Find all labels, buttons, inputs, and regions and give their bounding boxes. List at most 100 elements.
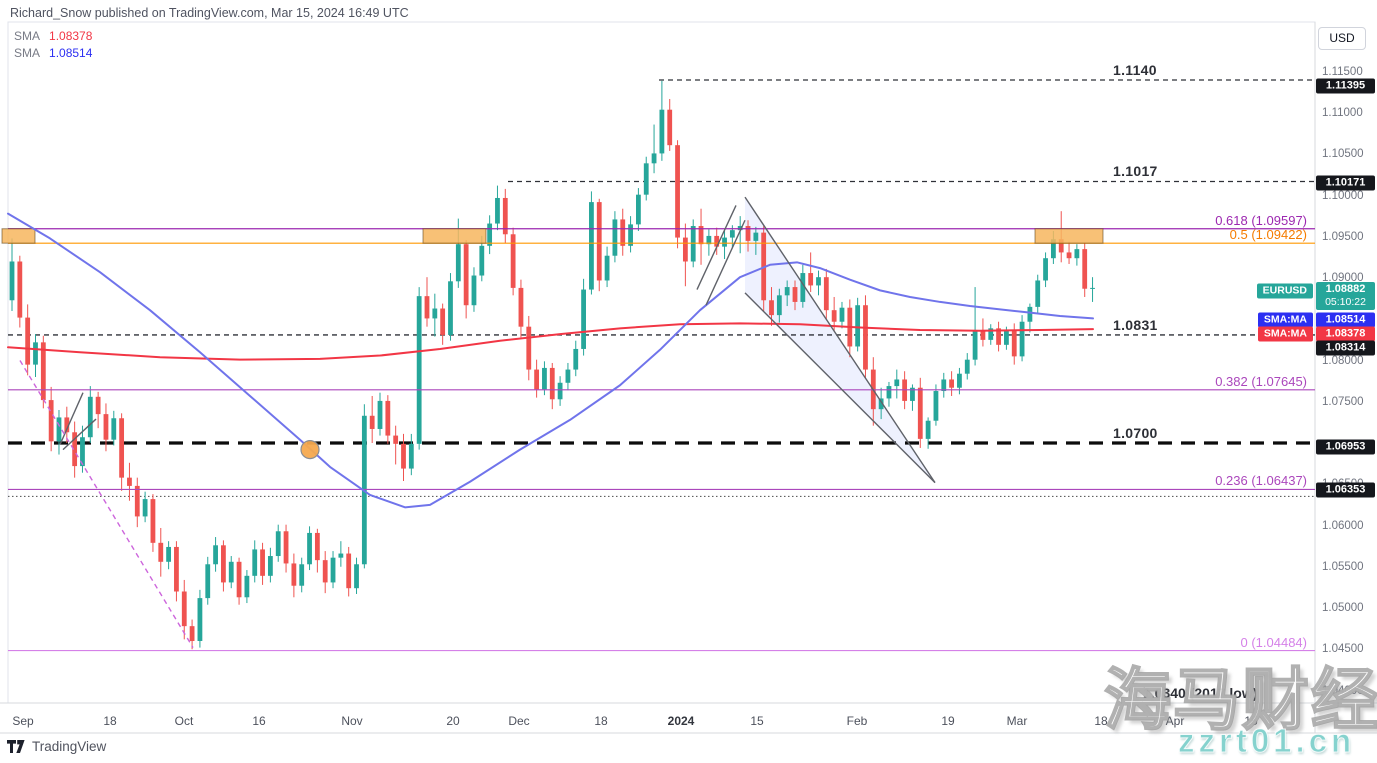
candle-body xyxy=(307,532,312,565)
candle-body xyxy=(197,598,203,641)
candle-body xyxy=(729,230,735,238)
candle-body xyxy=(502,197,508,235)
candle-body xyxy=(722,237,727,247)
candle-body xyxy=(886,386,892,399)
candle-body xyxy=(980,329,986,340)
sma-label: SMA xyxy=(14,46,41,60)
sma-blue-line xyxy=(7,212,1094,509)
candle-body xyxy=(1074,249,1080,259)
candle-body xyxy=(150,499,156,543)
candle-body xyxy=(322,560,328,583)
sma-red-value: 1.08378 xyxy=(49,29,93,43)
candle-body xyxy=(604,255,610,281)
candle-body xyxy=(205,564,211,599)
price-axis[interactable] xyxy=(1315,22,1377,733)
candle-body xyxy=(1035,280,1041,307)
candle-body xyxy=(408,443,414,469)
candle-body xyxy=(784,287,790,296)
candle-body xyxy=(1027,306,1033,322)
candle-body xyxy=(651,153,657,164)
candle-body xyxy=(823,277,829,311)
candle-body xyxy=(17,261,23,318)
candle-body xyxy=(401,443,406,469)
candle-body xyxy=(174,546,179,592)
candle-body xyxy=(863,305,868,370)
candle-body xyxy=(589,202,594,290)
candle-body xyxy=(40,342,46,401)
flag-trendline xyxy=(705,219,746,306)
candle-body xyxy=(448,281,453,335)
candle-body xyxy=(346,553,352,589)
candle-body xyxy=(1058,239,1064,253)
candle-body xyxy=(291,563,297,586)
candle-body xyxy=(957,373,962,388)
candle-body xyxy=(455,244,461,282)
candle-body xyxy=(416,296,422,444)
watermark-url: zzrt01.cn xyxy=(1177,722,1356,760)
candle-body xyxy=(393,435,399,444)
candle-body xyxy=(33,342,38,365)
candle-body xyxy=(549,367,555,400)
supply-zone xyxy=(1034,228,1104,244)
candle-body xyxy=(142,499,148,517)
candle-body xyxy=(831,310,837,322)
candle-body xyxy=(526,326,532,370)
candle-body xyxy=(792,287,798,302)
tradingview-logo-icon xyxy=(7,740,25,753)
currency-toggle-button[interactable]: USD xyxy=(1318,27,1366,50)
candle-body xyxy=(925,420,931,439)
candle-body xyxy=(252,549,258,576)
candle-body xyxy=(354,564,359,589)
tradingview-footer[interactable]: TradingView xyxy=(7,739,106,754)
candle-body xyxy=(330,557,336,583)
candle-body xyxy=(581,289,586,349)
candle-body xyxy=(1004,329,1009,345)
candle-body xyxy=(1090,287,1095,289)
indicator-legend[interactable]: SMA 1.08378 SMA 1.08514 xyxy=(14,28,92,62)
candle-body xyxy=(189,626,195,641)
candle-body xyxy=(221,545,226,583)
candle-body xyxy=(1066,252,1072,259)
candle-body xyxy=(283,531,289,564)
candle-body xyxy=(894,379,900,387)
candle-body xyxy=(698,226,704,245)
candle-body xyxy=(56,417,62,442)
candle-body xyxy=(917,387,923,439)
candle-body xyxy=(996,328,1001,345)
candle-body xyxy=(48,400,54,442)
sma-legend-row: SMA 1.08378 xyxy=(14,28,92,45)
candle-body xyxy=(134,485,140,517)
candle-body xyxy=(565,369,571,383)
candle-body xyxy=(267,556,273,576)
supply-zone xyxy=(422,228,487,244)
candle-body xyxy=(181,591,187,627)
candle-body xyxy=(855,305,861,347)
candle-body xyxy=(510,234,516,288)
candle-body xyxy=(776,295,782,316)
candle-body xyxy=(236,561,242,598)
flag-trendline xyxy=(62,418,97,451)
tradingview-brand-text: TradingView xyxy=(32,739,107,754)
sma-blue-value: 1.08514 xyxy=(49,46,93,60)
candle-body xyxy=(745,226,751,241)
candle-body xyxy=(769,300,774,316)
candle-body xyxy=(1050,239,1056,259)
candle-body xyxy=(972,329,978,360)
candle-body xyxy=(260,549,265,576)
candle-body xyxy=(659,109,665,154)
candle-body xyxy=(495,197,500,224)
candle-body xyxy=(636,194,641,225)
candle-body xyxy=(816,277,821,286)
candle-body xyxy=(800,273,806,302)
candle-body xyxy=(103,414,109,440)
wedge-lower-line xyxy=(744,292,936,484)
candle-body xyxy=(573,348,579,370)
candle-body xyxy=(244,575,250,598)
candle-body xyxy=(1043,258,1048,281)
candle-body xyxy=(87,396,93,438)
candle-body xyxy=(338,553,344,558)
candle-body xyxy=(463,244,469,306)
sma-legend-row: SMA 1.08514 xyxy=(14,45,92,62)
candle-body xyxy=(80,437,85,467)
